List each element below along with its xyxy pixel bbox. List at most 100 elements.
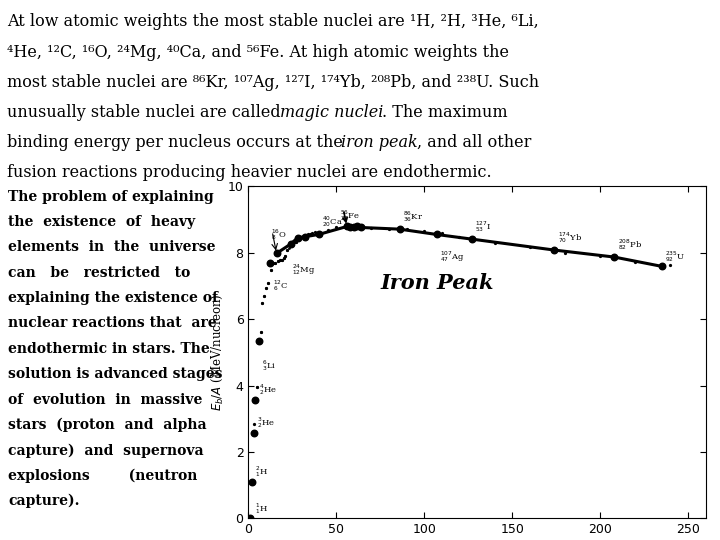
Text: $^{1}_{1}$H: $^{1}_{1}$H: [256, 501, 269, 516]
Point: [304, 230, 315, 239]
Point: [431, 230, 442, 239]
Text: $^{2}_{1}$H: $^{2}_{1}$H: [256, 464, 269, 479]
Text: $^{174}_{70}$Yb: $^{174}_{70}$Yb: [558, 230, 582, 245]
Y-axis label: $E_b/A$ (MeV/nucleon): $E_b/A$ (MeV/nucleon): [210, 294, 225, 411]
Point: [287, 240, 298, 248]
Point: [466, 235, 477, 244]
Text: $^{127}_{53}$I: $^{127}_{53}$I: [475, 219, 492, 234]
Point: [330, 223, 342, 232]
Point: [549, 246, 560, 254]
Point: [244, 514, 256, 523]
Point: [248, 420, 259, 429]
Point: [257, 299, 269, 307]
Point: [258, 291, 270, 300]
Text: $^{4}_{2}$He: $^{4}_{2}$He: [259, 382, 276, 397]
Text: $^{235}_{92}$U: $^{235}_{92}$U: [665, 249, 685, 264]
Text: magic nuclei: magic nuclei: [280, 104, 384, 121]
Point: [279, 252, 291, 260]
Point: [285, 240, 297, 248]
Point: [258, 291, 270, 300]
Text: $^{6}_{3}$Li: $^{6}_{3}$Li: [261, 358, 276, 373]
Text: capture)  and  supernova: capture) and supernova: [8, 443, 204, 457]
Point: [257, 299, 269, 307]
Text: nuclear reactions that  are: nuclear reactions that are: [8, 316, 217, 330]
Point: [295, 233, 307, 241]
Point: [665, 260, 676, 269]
Point: [269, 258, 281, 267]
Point: [273, 256, 284, 265]
Text: ⁴He, ¹²C, ¹⁶O, ²⁴Mg, ⁴⁰Ca, and ⁵⁶Fe. At high atomic weights the: ⁴He, ¹²C, ¹⁶O, ²⁴Mg, ⁴⁰Ca, and ⁵⁶Fe. At …: [7, 44, 509, 60]
Point: [271, 249, 282, 258]
Text: $^{56}_{26}$Fe: $^{56}_{26}$Fe: [340, 208, 360, 223]
Text: stars  (proton  and  alpha: stars (proton and alpha: [8, 418, 207, 432]
Point: [294, 233, 305, 242]
Text: solution is advanced stages: solution is advanced stages: [8, 367, 222, 381]
Text: $^{208}_{82}$Pb: $^{208}_{82}$Pb: [618, 237, 642, 252]
Point: [383, 225, 395, 233]
Text: capture).: capture).: [8, 494, 80, 508]
Point: [266, 266, 277, 275]
Point: [313, 230, 325, 239]
Point: [262, 279, 274, 288]
Point: [311, 230, 323, 239]
Point: [282, 246, 293, 254]
Point: [274, 256, 286, 265]
Point: [251, 383, 263, 391]
Point: [273, 256, 284, 265]
Point: [348, 223, 360, 232]
Point: [290, 238, 302, 246]
Point: [524, 243, 536, 252]
Point: [276, 256, 287, 265]
Point: [315, 229, 326, 238]
Text: explosions        (neutron: explosions (neutron: [8, 469, 197, 483]
Point: [594, 252, 606, 260]
Text: unusually stable nuclei are called: unusually stable nuclei are called: [7, 104, 286, 121]
Point: [246, 477, 258, 486]
Point: [629, 258, 641, 266]
Text: of  evolution  in  massive: of evolution in massive: [8, 393, 202, 407]
Text: Iron Peak: Iron Peak: [380, 273, 494, 293]
Text: . The maximum: . The maximum: [382, 104, 508, 121]
Point: [279, 252, 291, 260]
Point: [345, 223, 356, 232]
Text: most stable nuclei are ⁸⁶Kr, ¹⁰⁷Ag, ¹²⁷I, ¹⁷⁴Yb, ²⁰⁸Pb, and ²³⁸U. Such: most stable nuclei are ⁸⁶Kr, ¹⁰⁷Ag, ¹²⁷I…: [7, 74, 539, 91]
Point: [301, 232, 312, 240]
Point: [278, 254, 289, 262]
Text: The problem of explaining: The problem of explaining: [8, 190, 214, 204]
Point: [559, 248, 571, 257]
Point: [266, 266, 277, 275]
Point: [262, 279, 274, 288]
Point: [248, 429, 259, 437]
Point: [394, 225, 405, 233]
Point: [295, 233, 307, 241]
Text: binding energy per nucleus occurs at the: binding energy per nucleus occurs at the: [7, 134, 348, 151]
Point: [401, 225, 413, 234]
Point: [322, 226, 333, 235]
Text: explaining the existence of: explaining the existence of: [8, 291, 218, 305]
Point: [278, 254, 289, 262]
Text: endothermic in stars. The: endothermic in stars. The: [8, 342, 210, 356]
Text: $^{107}_{47}$Ag: $^{107}_{47}$Ag: [440, 249, 464, 264]
Point: [260, 284, 271, 292]
Point: [292, 233, 303, 242]
Text: $^{86}_{36}$Kr: $^{86}_{36}$Kr: [403, 210, 423, 224]
Text: $^{16}_{8}$O: $^{16}_{8}$O: [271, 227, 287, 242]
Point: [310, 228, 321, 237]
Point: [267, 258, 279, 267]
Point: [276, 256, 287, 265]
Point: [355, 223, 366, 232]
Point: [253, 337, 265, 346]
Point: [290, 238, 302, 246]
Text: At low atomic weights the most stable nuclei are ¹H, ²H, ³He, ⁶Li,: At low atomic weights the most stable nu…: [7, 14, 539, 30]
Point: [351, 222, 363, 231]
Text: $^{40}_{20}$Ca: $^{40}_{20}$Ca: [323, 214, 343, 230]
Point: [255, 328, 266, 337]
Point: [302, 230, 314, 239]
Point: [436, 229, 448, 238]
Point: [297, 232, 309, 241]
Point: [269, 258, 281, 267]
Point: [264, 259, 275, 268]
Point: [267, 258, 279, 267]
Point: [454, 232, 465, 241]
Point: [306, 229, 318, 238]
